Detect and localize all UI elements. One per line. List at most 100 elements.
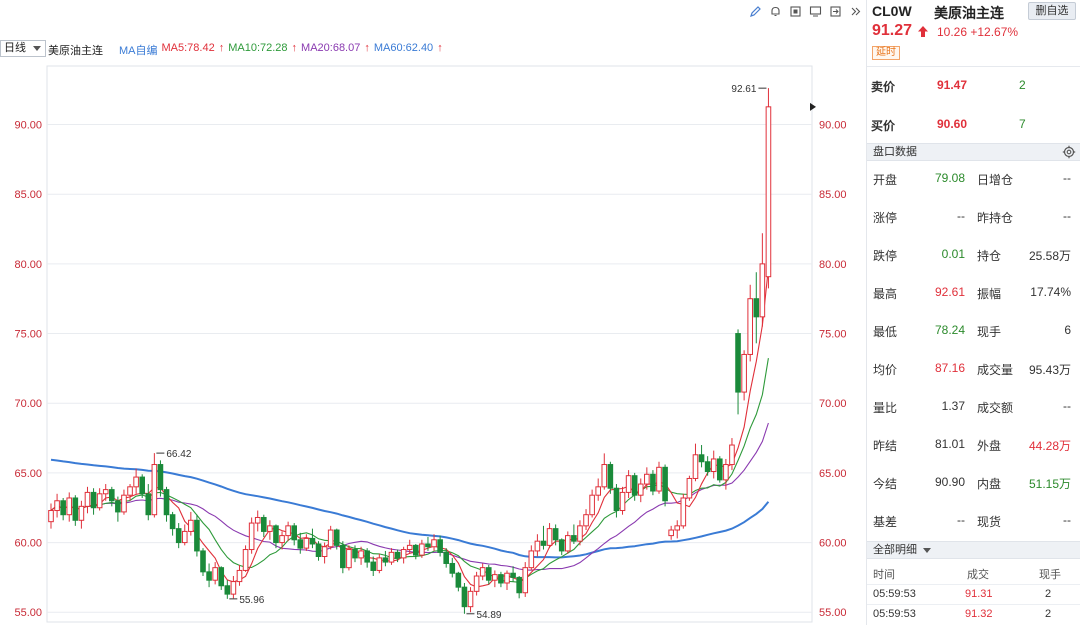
stat-cell: 成交量 95.43万	[977, 361, 1071, 381]
export-icon[interactable]	[828, 4, 842, 18]
y-tick-right: 55.00	[819, 607, 847, 619]
stat-label: 量比	[873, 401, 898, 415]
chart-symbol: 美原油主连	[48, 45, 103, 57]
bell-icon[interactable]	[768, 4, 782, 18]
y-tick-right: 65.00	[819, 468, 847, 480]
stat-value: --	[1063, 513, 1071, 527]
candle-body	[577, 525, 583, 542]
candle-body	[78, 505, 85, 521]
candle-body	[467, 590, 474, 608]
candle-body	[115, 500, 121, 513]
candle-body	[492, 574, 498, 581]
ma-mode-label[interactable]: MA自编	[119, 45, 158, 57]
candle-body	[473, 575, 480, 592]
stat-value: --	[1063, 171, 1071, 185]
candle-body	[540, 540, 547, 546]
y-tick-left: 60.00	[14, 538, 42, 550]
last-price-marker	[810, 102, 816, 111]
candle-body	[109, 489, 115, 502]
stat-value: 95.43万	[1028, 363, 1071, 377]
ask-price: 91.47	[937, 78, 968, 92]
stat-cell: 涨停 --	[873, 209, 965, 229]
candle-body	[212, 567, 218, 581]
stat-cell: 内盘 51.15万	[977, 475, 1071, 495]
ma10-line	[50, 358, 769, 583]
stat-value: 81.01	[934, 437, 965, 451]
candle-body	[364, 550, 370, 563]
candle-body	[102, 489, 109, 495]
bid-label: 买价	[871, 119, 896, 133]
symbol-name: 美原油主连	[934, 5, 1004, 21]
stat-value: --	[1063, 209, 1071, 223]
stat-value: 90.90	[934, 475, 965, 489]
chart-panel[interactable]: 日线 美原油主连 MA自编 MA5:78.42 ↑ MA10:72.28 ↑ MA2…	[0, 0, 866, 625]
y-tick-left: 90.00	[14, 120, 42, 132]
section-title: 盘口数据	[873, 146, 917, 158]
divider	[867, 66, 1080, 67]
candle-body	[419, 543, 425, 556]
stat-value: 78.24	[934, 323, 965, 337]
expand-icon[interactable]	[848, 4, 862, 18]
ask-qty: 2	[1019, 78, 1026, 92]
candle-body	[686, 477, 693, 499]
stat-label: 外盘	[977, 439, 1002, 453]
candle-body	[558, 539, 565, 552]
y-tick-left: 85.00	[14, 189, 42, 201]
candle-body	[607, 464, 614, 489]
tick-price: 91.32	[965, 608, 993, 620]
candle-body	[650, 473, 656, 492]
y-tick-right: 85.00	[819, 189, 847, 201]
candle-body	[449, 562, 456, 574]
stat-label: 成交额	[977, 401, 1014, 415]
candle-body	[358, 550, 364, 559]
candle-body	[236, 569, 243, 583]
screen-icon[interactable]	[808, 4, 822, 18]
candle-body	[224, 585, 231, 595]
candle-body	[133, 476, 139, 488]
stat-cell: 最低 78.24	[873, 323, 965, 343]
remove-watchlist-button[interactable]: 删自选	[1028, 2, 1076, 20]
candle-body	[443, 551, 449, 564]
candle-body	[528, 550, 535, 569]
y-tick-right: 60.00	[819, 538, 847, 550]
stat-cell: 外盘 44.28万	[977, 437, 1071, 457]
candlestick-chart[interactable]: 55.00 55.00 60.00 60.00 65.00 65.00 70.00 70.00…	[0, 0, 866, 625]
ma60-value: MA60:62.40	[373, 42, 434, 54]
candle-body	[413, 544, 419, 556]
stat-value: 1.37	[941, 399, 965, 413]
candle-body	[181, 530, 188, 544]
candle-body	[723, 464, 729, 481]
candle-body	[619, 491, 626, 512]
copy-icon[interactable]	[788, 4, 802, 18]
candle-body	[680, 497, 687, 527]
stat-label: 现货	[977, 515, 1002, 529]
pen-icon[interactable]	[748, 4, 762, 18]
y-tick-left: 75.00	[14, 329, 42, 341]
y-tick-right: 90.00	[819, 120, 847, 132]
candle-body	[571, 535, 577, 542]
trade-detail-header[interactable]: 全部明细	[867, 541, 1080, 559]
candle-body	[431, 539, 437, 548]
candle-body	[194, 519, 200, 552]
quote-panel: CL0W 美原油主连 删自选 91.27 10.26 +12.67% 延时 卖价…	[866, 0, 1080, 625]
stat-cell: 成交额 --	[977, 399, 1071, 419]
gear-icon[interactable]	[1062, 145, 1076, 159]
candle-body	[273, 525, 279, 544]
candle-body	[522, 567, 529, 594]
candle-body	[297, 539, 304, 549]
stat-cell: 日增仓 --	[977, 171, 1071, 191]
stat-cell: 量比 1.37	[873, 399, 965, 419]
candle-body	[637, 483, 644, 496]
ma10-value: MA10:72.28	[228, 42, 288, 54]
stat-label: 成交量	[977, 363, 1014, 377]
candle-body	[534, 540, 541, 552]
candle-body	[84, 491, 91, 507]
y-tick-left: 65.00	[14, 468, 42, 480]
y-tick-right: 70.00	[819, 398, 847, 410]
tick-qty: 2	[1045, 588, 1052, 600]
candle-body	[279, 535, 285, 544]
candle-body	[729, 444, 735, 466]
period-select[interactable]: 日线	[0, 40, 46, 57]
stat-cell: 最高 92.61	[873, 285, 965, 305]
col-qty: 现手	[1039, 569, 1061, 581]
